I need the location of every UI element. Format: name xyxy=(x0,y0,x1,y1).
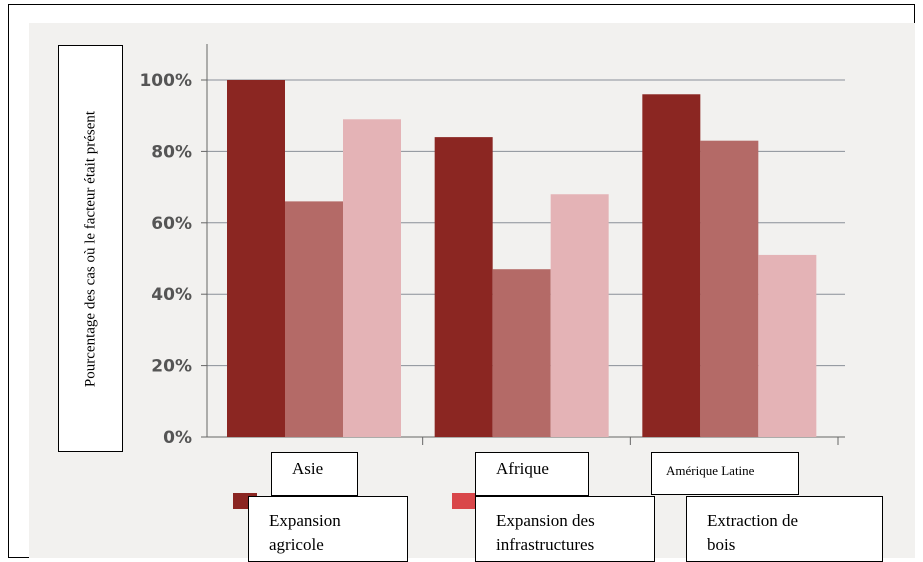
bar xyxy=(758,254,817,437)
bar xyxy=(492,269,551,437)
y-tick-label: 20% xyxy=(151,357,192,377)
bar xyxy=(642,94,701,437)
bar xyxy=(285,201,343,437)
legend-label: infrastructures xyxy=(496,535,595,554)
bar xyxy=(343,119,401,438)
legend-label: Expansion xyxy=(269,511,341,530)
category-label-afrique: Afrique xyxy=(475,452,589,496)
legend-label: agricole xyxy=(269,535,324,554)
y-tick-label: 40% xyxy=(151,285,192,305)
legend-item-agricole: Expansion agricole xyxy=(248,496,408,562)
y-tick-label: 80% xyxy=(151,142,192,162)
legend-swatch-infrastructures xyxy=(452,493,476,509)
y-tick-label: 0% xyxy=(163,428,192,448)
y-tick-label: 100% xyxy=(139,71,192,91)
bar xyxy=(550,194,609,437)
legend-item-infrastructures: Expansion des infrastructures xyxy=(475,496,655,562)
y-axis-label-box: Pourcentage des cas où le facteur était … xyxy=(58,45,123,452)
y-tick-label: 60% xyxy=(151,214,192,234)
bar xyxy=(227,80,285,437)
bar xyxy=(700,140,759,437)
legend-label: Extraction de xyxy=(707,511,799,530)
category-label-asie: Asie xyxy=(271,452,358,496)
y-axis-label: Pourcentage des cas où le facteur était … xyxy=(82,110,98,387)
legend-item-bois: Extraction de bois xyxy=(686,496,883,562)
category-label-amerique-latine: Amérique Latine xyxy=(651,452,799,495)
legend-label: bois xyxy=(707,535,736,554)
bar xyxy=(434,137,493,437)
legend-label: Expansion des xyxy=(496,511,595,530)
